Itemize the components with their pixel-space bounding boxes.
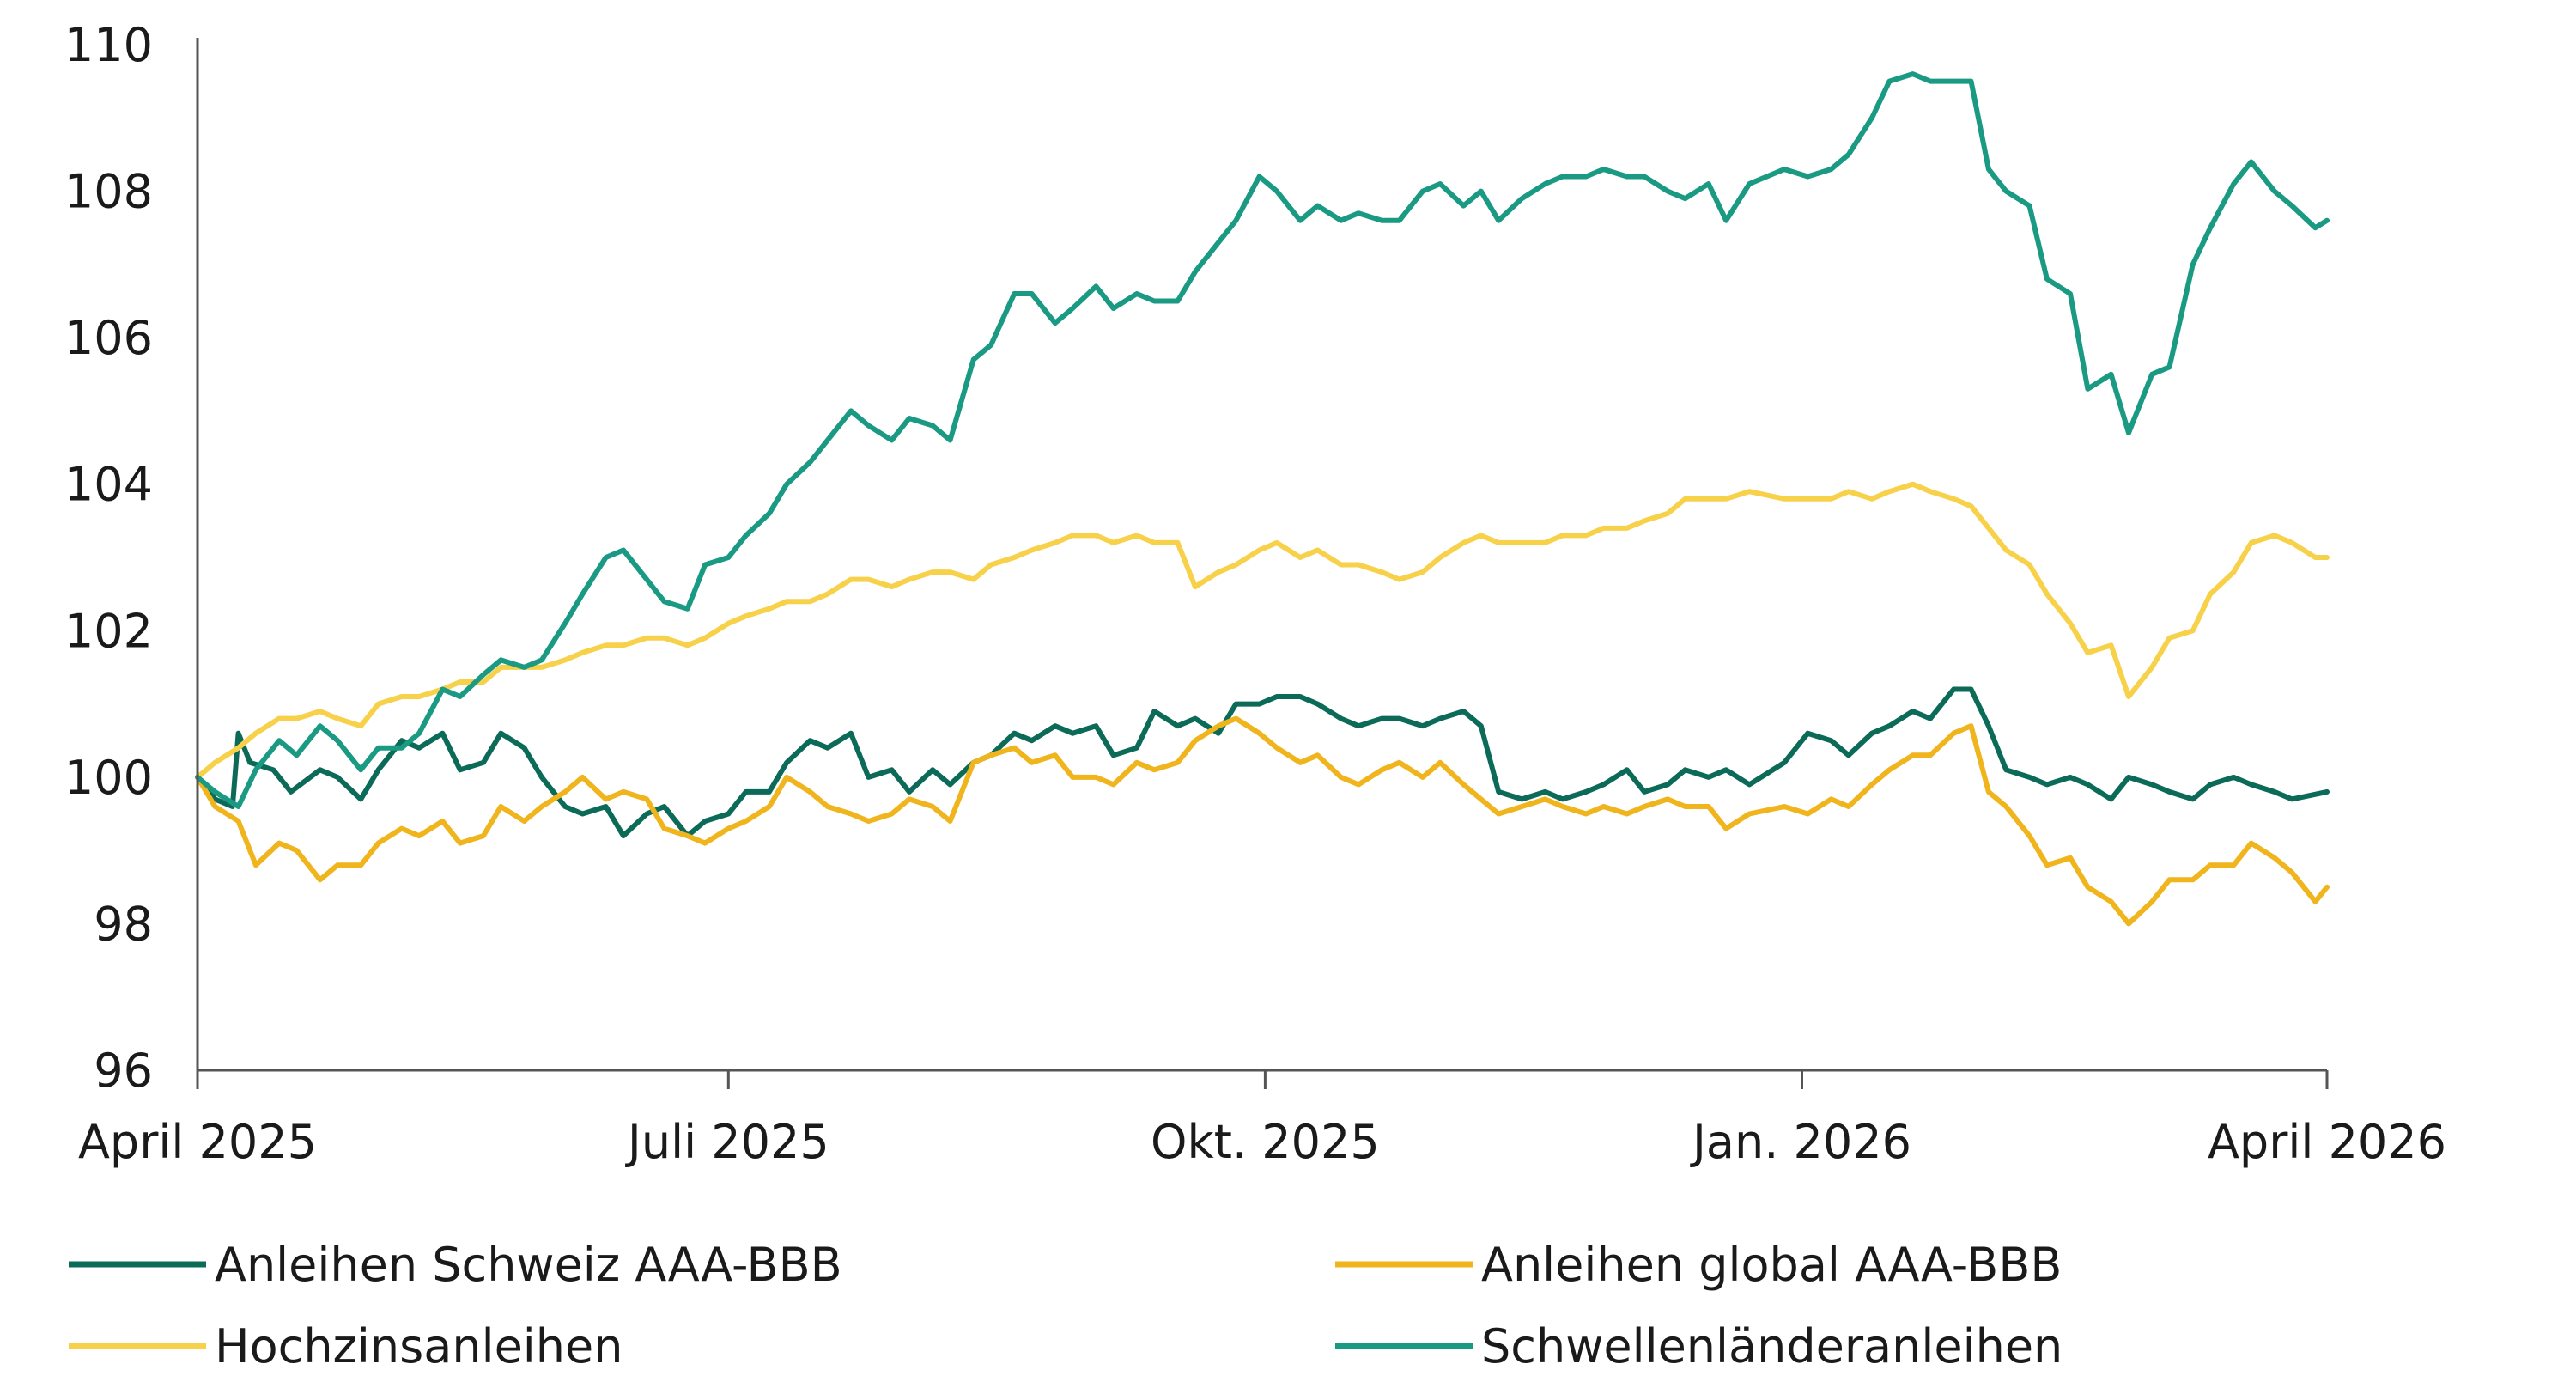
y-axis-ticks: 96 98 100 102 104 106 108 110 [64,18,153,1098]
x-tick-label: Juli 2025 [625,1115,829,1169]
series-line-hochzinsanleihen [195,481,2330,780]
x-tick-label: April 2026 [2208,1115,2446,1169]
x-tick-label: April 2025 [78,1115,317,1169]
legend-label: Anleihen Schweiz AAA-BBB [215,1238,842,1292]
y-tick-label: 104 [64,458,153,512]
legend-label: Schwellenländeranleihen [1481,1319,2063,1373]
x-axis-ticks: April 2025 Juli 2025 Okt. 2025 Jan. 2026 Apr… [78,1070,2446,1169]
series-line-anleihen-global-aaa-bbb [195,715,2330,927]
series-line-schwellenlanderanleihen [195,71,2330,809]
y-tick-label: 100 [64,751,153,805]
legend: Anleihen Schweiz AAA-BBB Anleihen global … [69,1238,2063,1373]
y-tick-label: 110 [64,18,153,72]
x-tick-label: Jan. 2026 [1690,1115,1911,1169]
legend-label: Anleihen global AAA-BBB [1481,1238,2062,1292]
legend-label: Hochzinsanleihen [215,1319,623,1373]
y-tick-label: 102 [64,604,153,658]
y-tick-label: 106 [64,311,153,365]
series-line-anleihen-schweiz-aaa-bbb [195,686,2330,839]
y-tick-label: 96 [94,1044,153,1098]
y-tick-label: 98 [94,897,153,951]
y-tick-label: 108 [64,165,153,219]
series-lines [195,71,2330,927]
x-tick-label: Okt. 2025 [1151,1115,1380,1169]
